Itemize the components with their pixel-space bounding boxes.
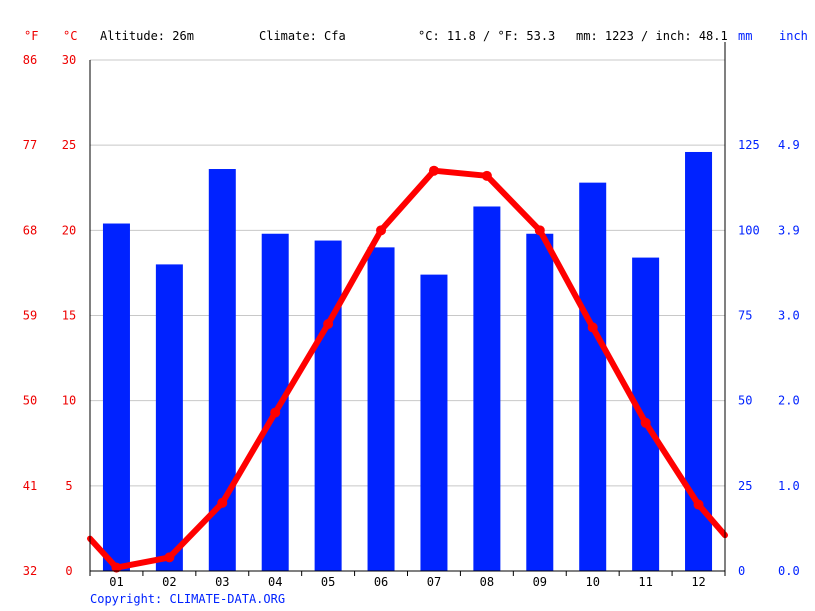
month-label: 08 [480,575,494,589]
mm-tick-label: 0 [738,564,745,578]
temperature-point [587,322,598,333]
total-precipitation-label: mm: 1223 / inch: 48.1 [576,29,728,43]
unit-inch-label: inch [779,29,808,43]
precipitation-bar [367,247,395,571]
precipitation-bars [102,151,713,572]
month-label: 01 [109,575,123,589]
fahrenheit-tick-label: 59 [23,309,37,323]
temperature-point [428,165,439,176]
celsius-tick-label: 15 [62,309,76,323]
precipitation-bar [314,240,342,571]
temperature-point [376,225,387,236]
fahrenheit-tick-label: 32 [23,564,37,578]
temperature-point [111,562,122,573]
fahrenheit-tick-label: 77 [23,138,37,152]
inch-tick-label: 1.0 [778,479,800,493]
fahrenheit-tick-label: 68 [23,223,37,237]
fahrenheit-tick-label: 41 [23,479,37,493]
chart-axes [89,42,726,576]
precipitation-bar [579,182,607,571]
copyright-text: Copyright: CLIMATE-DATA.ORG [90,592,286,606]
temperature-line [87,165,728,573]
mm-tick-label: 75 [738,309,752,323]
fahrenheit-tick-label: 86 [23,53,37,67]
temperature-point [693,499,704,510]
unit-fahrenheit-label: °F [24,29,38,43]
month-label: 10 [585,575,599,589]
month-label: 11 [638,575,652,589]
inch-tick-label: 3.9 [778,223,800,237]
precipitation-bar [632,257,660,571]
unit-mm-label: mm [738,29,752,43]
temperature-point [164,552,175,563]
month-label: 07 [427,575,441,589]
climate-label: Climate: Cfa [259,29,346,43]
month-label: 06 [374,575,388,589]
precipitation-bar [420,274,448,571]
precipitation-bar [473,206,501,571]
temperature-point [217,497,228,508]
inch-tick-label: 3.0 [778,309,800,323]
mm-tick-label: 50 [738,394,752,408]
fahrenheit-tick-label: 50 [23,394,37,408]
precipitation-bar [155,264,183,571]
temperature-point [323,319,334,330]
inch-tick-label: 4.9 [778,138,800,152]
mm-tick-label: 25 [738,479,752,493]
precipitation-bar [102,223,130,571]
celsius-tick-label: 30 [62,53,76,67]
month-label: 04 [268,575,282,589]
temperature-point [481,170,492,181]
month-label: 02 [162,575,176,589]
celsius-tick-label: 25 [62,138,76,152]
celsius-tick-label: 20 [62,223,76,237]
celsius-tick-label: 5 [65,479,72,493]
altitude-label: Altitude: 26m [100,29,194,43]
temperature-point [640,417,651,428]
mm-tick-label: 125 [738,138,760,152]
month-label: 03 [215,575,229,589]
inch-tick-label: 2.0 [778,394,800,408]
tick-labels: 32 0 41 5 50 10 59 15 68 20 77 25 86 30 0 0.0 25 1.0 50 2.0… [23,53,800,589]
month-label: 12 [691,575,705,589]
month-label: 05 [321,575,335,589]
mm-tick-label: 100 [738,223,760,237]
celsius-tick-label: 10 [62,394,76,408]
celsius-tick-label: 0 [65,564,72,578]
temperature-series-line [87,167,728,571]
temperature-point [534,225,545,236]
inch-tick-label: 0.0 [778,564,800,578]
temperature-point [270,407,281,418]
average-temperature-label: °C: 11.8 / °F: 53.3 [418,29,555,43]
grid-lines [90,59,725,487]
precipitation-bar [526,233,554,572]
month-label: 09 [533,575,547,589]
unit-celsius-label: °C [63,29,77,43]
